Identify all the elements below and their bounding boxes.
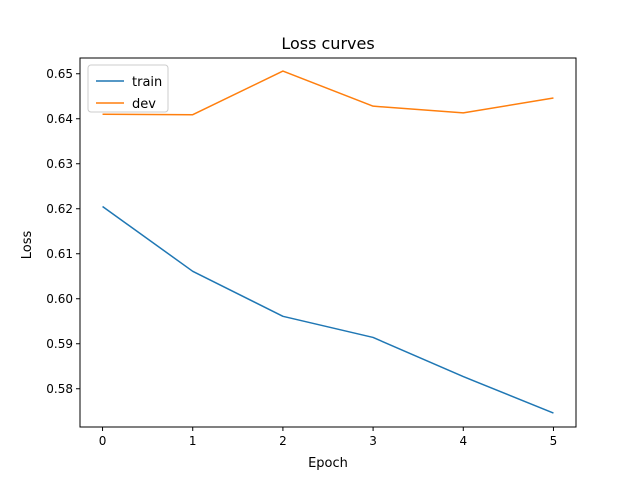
axes-frame — [79, 57, 577, 428]
y-tick-label: 0.63 — [46, 157, 73, 171]
x-tick-label: 0 — [99, 434, 107, 448]
y-tick-label: 0.58 — [46, 382, 73, 396]
x-tick-label: 3 — [369, 434, 377, 448]
y-tick-label: 0.61 — [46, 247, 73, 261]
x-axis-label: Epoch — [308, 456, 348, 471]
plot-area: 0 1 2 3 4 5 0.58 0.59 0.60 0.61 0.62 0.63 0.64 0.65 tr… — [46, 57, 577, 448]
legend-box — [87, 64, 169, 113]
chart-title: Loss curves — [281, 34, 374, 53]
y-tick-label: 0.60 — [46, 292, 73, 306]
y-tick-label: 0.65 — [46, 67, 73, 81]
y-tick-label: 0.64 — [46, 112, 73, 126]
y-axis-label: Loss — [20, 231, 35, 260]
legend-label-dev: dev — [132, 97, 156, 112]
x-tick-label: 4 — [459, 434, 467, 448]
y-tick-label: 0.59 — [46, 337, 73, 351]
x-tick-label: 5 — [550, 434, 558, 448]
legend: train dev — [87, 64, 169, 113]
legend-label-train: train — [132, 75, 162, 90]
y-tick-label: 0.62 — [46, 202, 73, 216]
series-line-train — [102, 205, 554, 414]
x-tick-label: 1 — [189, 434, 197, 448]
x-tick-label: 2 — [279, 434, 287, 448]
series-line-dev — [102, 70, 554, 116]
